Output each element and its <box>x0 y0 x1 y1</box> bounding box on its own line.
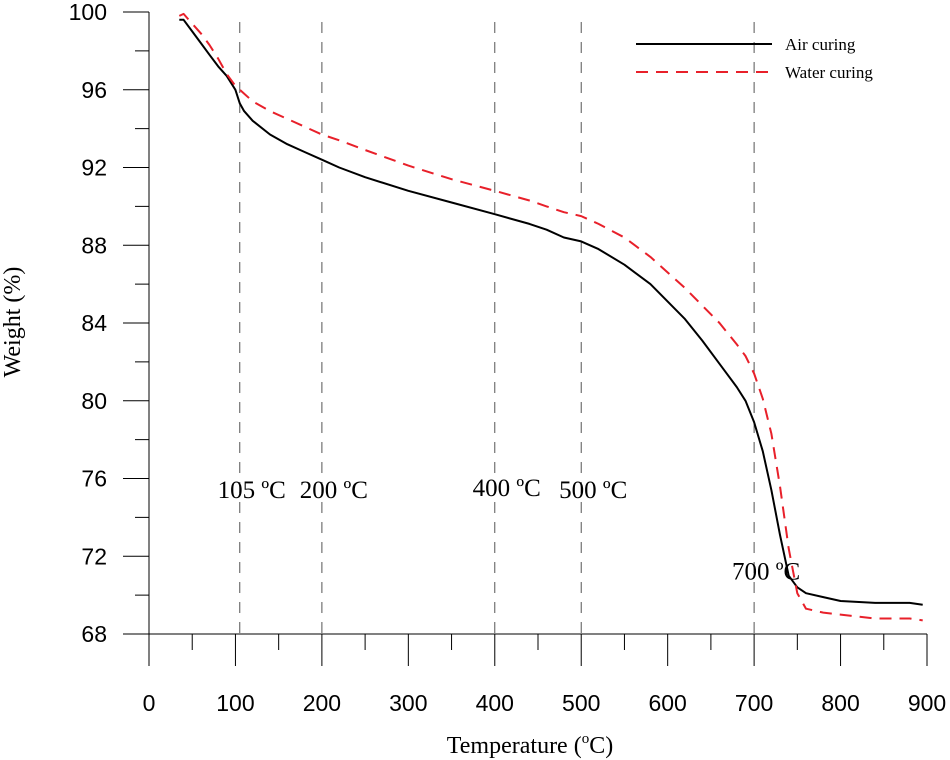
x-tick-label-0: 0 <box>143 690 156 716</box>
series-line-water-curing <box>178 12 923 622</box>
x-tick-label-300: 300 <box>389 690 427 716</box>
axes <box>123 11 928 666</box>
y-tick-label-88: 88 <box>81 232 107 258</box>
x-tick-label-400: 400 <box>476 690 514 716</box>
series-lines <box>178 12 923 622</box>
x-axis-title-main: Temperature ( <box>447 733 582 759</box>
x-tick-label-100: 100 <box>216 690 254 716</box>
reference-labels: 105 ºC 200 ºC 400 ºC 500 ºC 700 ºC <box>218 475 801 586</box>
x-tick-label-800: 800 <box>821 690 859 716</box>
x-tick-label-500: 500 <box>562 690 600 716</box>
reference-lines <box>239 22 755 634</box>
x-tick-label-200: 200 <box>303 690 341 716</box>
reference-label-400: 400 ºC <box>473 475 541 502</box>
y-tick-label-92: 92 <box>81 155 107 181</box>
reference-label-700: 700 ºC <box>732 559 800 586</box>
y-tick-label-100: 100 <box>69 0 107 25</box>
legend-label-water-curing: Water curing <box>785 63 873 82</box>
x-axis-title-tail: C) <box>589 733 613 759</box>
y-tick-label-80: 80 <box>81 388 107 414</box>
legend: Air curing Water curing <box>636 35 873 82</box>
y-axis-title: Weight (%) <box>0 267 26 378</box>
y-tick-label-68: 68 <box>81 621 107 647</box>
x-tick-label-900: 900 <box>908 690 946 716</box>
series-line-air-curing <box>179 18 923 606</box>
tick-labels: 0 100 200 300 400 500 600 700 800 900 68 72 76 80 84 88… <box>69 0 947 716</box>
legend-label-air-curing: Air curing <box>785 35 856 54</box>
x-axis-title: Temperature (oC) <box>447 731 613 759</box>
reference-label-105: 105 ºC <box>218 477 286 504</box>
x-tick-label-600: 600 <box>648 690 686 716</box>
x-tick-label-700: 700 <box>735 690 773 716</box>
reference-label-200: 200 ºC <box>300 477 368 504</box>
reference-label-500: 500 ºC <box>559 477 627 504</box>
y-tick-label-76: 76 <box>81 466 107 492</box>
x-axis-title-sup: o <box>582 731 590 747</box>
y-tick-label-96: 96 <box>81 77 107 103</box>
y-tick-label-72: 72 <box>81 543 107 569</box>
y-tick-label-84: 84 <box>81 310 107 336</box>
